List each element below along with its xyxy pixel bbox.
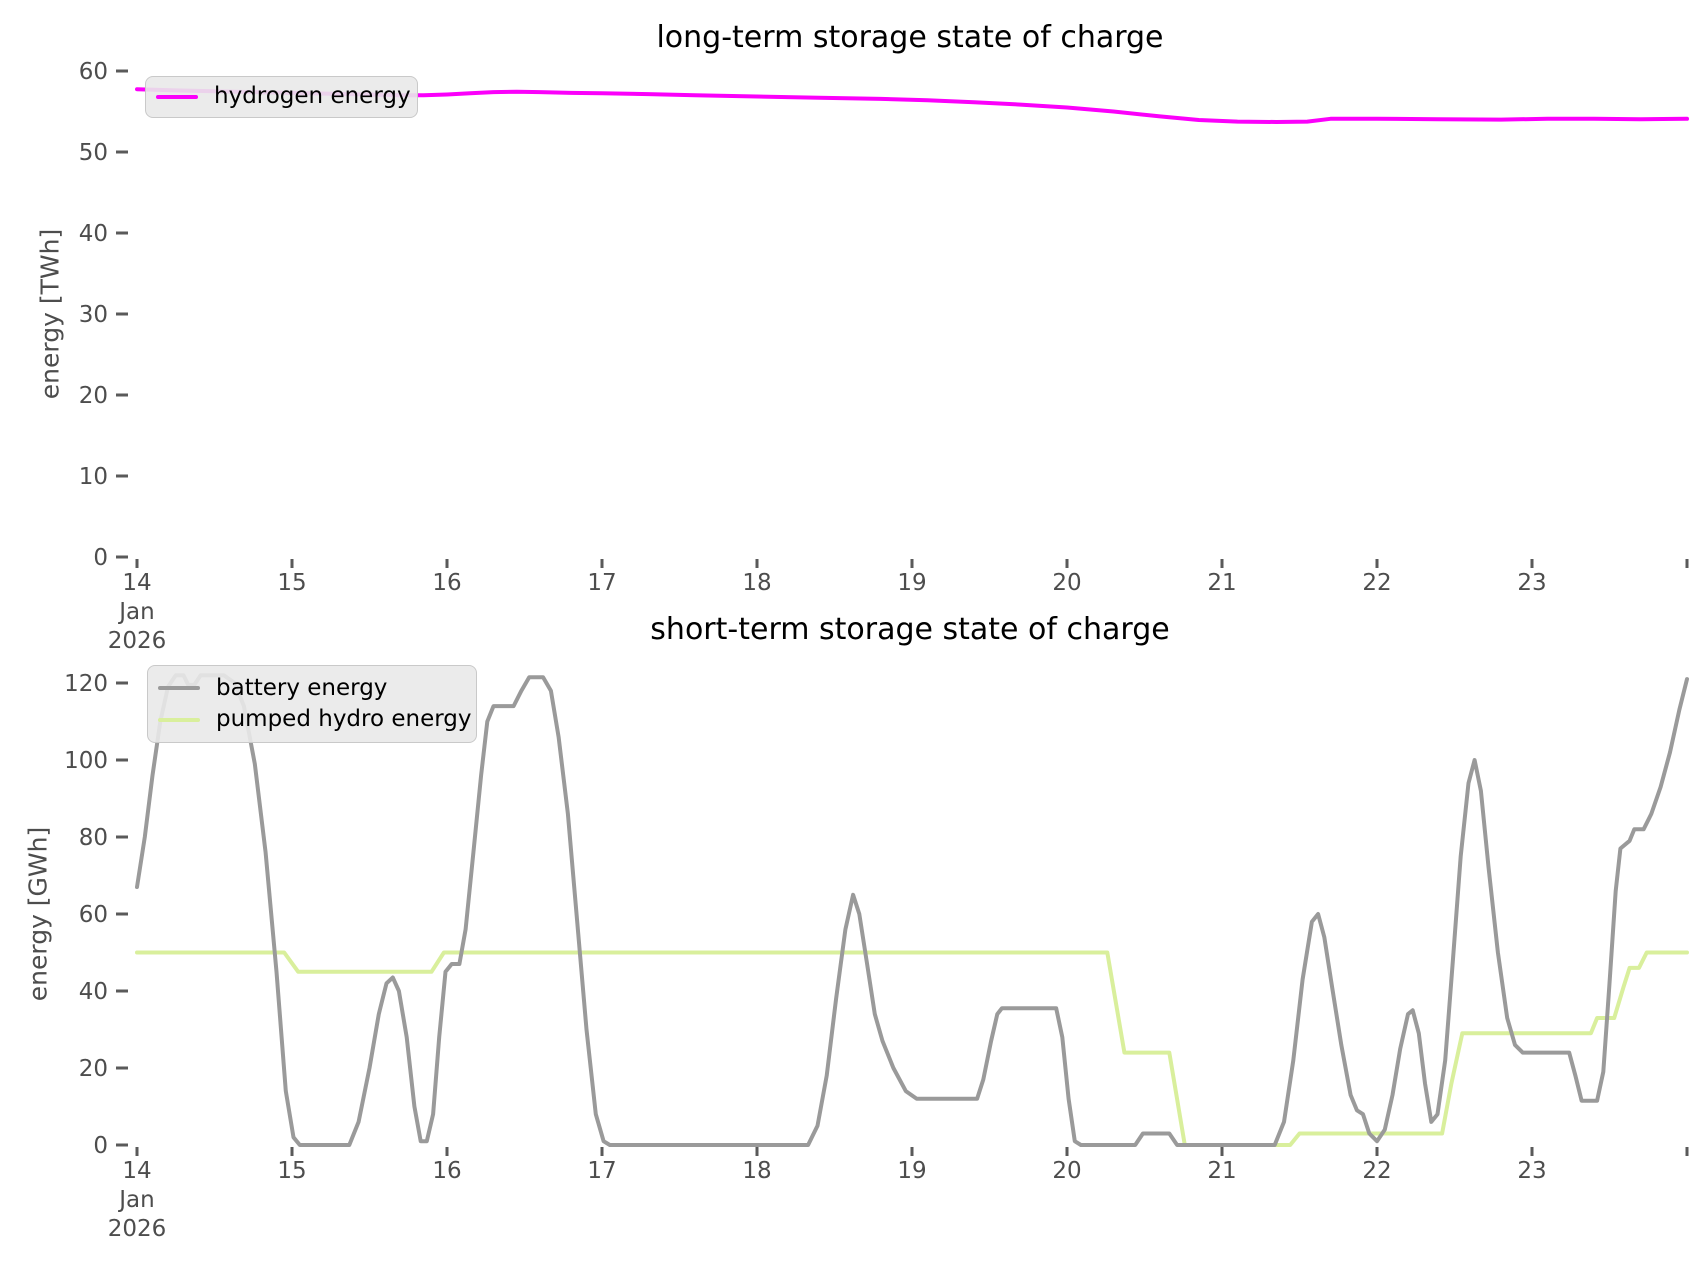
legend-item-pumped-hydro: pumped hydro energy xyxy=(158,706,472,732)
x-tick-label: 16 xyxy=(432,570,461,596)
x-tick-label: 17 xyxy=(587,1158,616,1184)
y-tick-label: 10 xyxy=(79,464,108,490)
y-tick-label: 40 xyxy=(79,221,108,247)
x-tick-label: 15 xyxy=(277,570,306,596)
pumped_hydro-line xyxy=(135,950,1689,1147)
y-tick-label: 50 xyxy=(79,140,108,166)
x-tick-label: 17 xyxy=(587,570,616,596)
short-term-chart-title: short-term storage state of charge xyxy=(650,612,1170,647)
x-tick-label: 19 xyxy=(897,1158,926,1184)
y-tick-label: 60 xyxy=(79,902,108,928)
y-tick-label: 20 xyxy=(79,383,108,409)
x-tick-label: 15 xyxy=(277,1158,306,1184)
battery-line-sample xyxy=(158,686,200,691)
pumped-hydro-line-sample xyxy=(158,717,200,722)
hydrogen-line-sample xyxy=(156,95,198,99)
x-axis-date-sublabel: 2026 xyxy=(108,628,167,654)
y-tick-label: 80 xyxy=(79,825,108,851)
y-tick-label: 60 xyxy=(79,59,108,85)
y-tick-label: 120 xyxy=(64,671,108,697)
legend-item-battery: battery energy xyxy=(158,674,460,701)
x-tick-label: 22 xyxy=(1362,1158,1391,1184)
x-tick-label: 21 xyxy=(1207,570,1236,596)
battery-line xyxy=(135,673,1689,1147)
x-axis-date-sublabel: Jan xyxy=(117,1187,154,1213)
x-tick-label: 18 xyxy=(742,1158,771,1184)
x-tick-label: 18 xyxy=(742,570,771,596)
hydrogen-legend-label: hydrogen energy xyxy=(214,83,411,110)
pumped-hydro-legend-label: pumped hydro energy xyxy=(216,706,472,732)
long-term-y-axis-label: energy [TWh] xyxy=(35,228,65,400)
y-tick-label: 40 xyxy=(79,979,108,1005)
y-tick-label: 100 xyxy=(64,748,108,774)
legend-item-hydrogen: hydrogen energy xyxy=(156,84,411,109)
legend-short-term: battery energy pumped hydro energy xyxy=(147,665,477,743)
x-axis-date-sublabel: 2026 xyxy=(108,1216,167,1242)
long-term-chart-title: long-term storage state of charge xyxy=(656,20,1164,55)
x-tick-label: 14 xyxy=(122,1158,151,1184)
y-tick-label: 20 xyxy=(79,1056,108,1082)
x-tick-label: 20 xyxy=(1052,570,1081,596)
short-term-y-axis-label: energy [GWh] xyxy=(23,826,53,1002)
battery-legend-label: battery energy xyxy=(216,674,388,701)
x-tick-label: 23 xyxy=(1517,1158,1546,1184)
x-tick-label: 21 xyxy=(1207,1158,1236,1184)
x-tick-label: 20 xyxy=(1052,1158,1081,1184)
y-tick-label: 0 xyxy=(93,545,108,571)
x-tick-label: 19 xyxy=(897,570,926,596)
x-axis-date-sublabel: Jan xyxy=(117,599,154,625)
x-tick-label: 14 xyxy=(122,570,151,596)
x-tick-label: 22 xyxy=(1362,570,1391,596)
legend-long-term: hydrogen energy xyxy=(145,76,418,118)
x-tick-label: 23 xyxy=(1517,570,1546,596)
x-tick-label: 16 xyxy=(432,1158,461,1184)
y-tick-label: 0 xyxy=(93,1133,108,1159)
y-tick-label: 30 xyxy=(79,302,108,328)
